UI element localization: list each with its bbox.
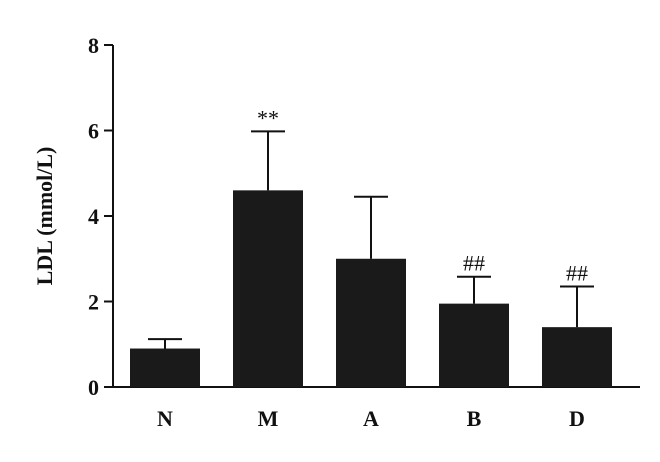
plot-area: 0 2 4 6 8 N ** M A ## B ## D — [88, 33, 640, 431]
bar-m — [233, 190, 303, 387]
bar-b — [439, 303, 509, 387]
significance-marker-d: ## — [566, 261, 588, 286]
bar-d — [542, 327, 612, 387]
category-label-n: N — [157, 406, 173, 431]
category-label-b: B — [467, 406, 482, 431]
y-axis-title: LDL (mmol/L) — [32, 147, 57, 286]
category-label-a: A — [363, 406, 379, 431]
significance-marker-b: ## — [463, 251, 485, 276]
bar-n — [130, 348, 200, 387]
y-tick-label: 4 — [88, 204, 99, 229]
y-tick-label: 8 — [88, 33, 99, 58]
significance-marker-m: ** — [257, 105, 279, 130]
y-tick-label: 6 — [88, 119, 99, 144]
category-label-d: D — [569, 406, 585, 431]
y-axis-title-group: LDL (mmol/L) — [32, 147, 57, 286]
y-tick-label: 0 — [88, 375, 99, 400]
y-tick-label: 2 — [88, 290, 99, 315]
bar-a — [336, 258, 406, 387]
category-label-m: M — [258, 406, 279, 431]
